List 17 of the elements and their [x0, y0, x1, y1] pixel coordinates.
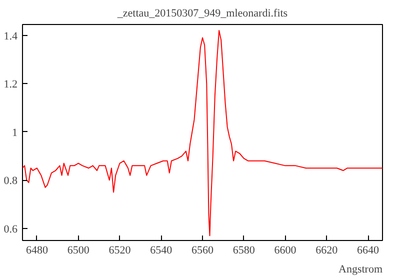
x-tick-label: 6480 [26, 244, 48, 256]
y-tick-label: 1.2 [4, 78, 18, 91]
x-tick-label: 6580 [232, 244, 256, 256]
chart-title: _zettau_20150307_949_mleonardi.fits [116, 8, 288, 20]
y-tick-label: 0.8 [4, 175, 18, 188]
line-series [22, 30, 382, 236]
x-tick-label: 6620 [316, 244, 338, 256]
y-tick-label: 1.4 [4, 30, 18, 42]
x-tick-label: 6640 [357, 244, 380, 256]
x-tick-label: 6520 [108, 244, 132, 256]
x-axis-title: Angstrom [338, 264, 383, 276]
x-tick-label: 6540 [150, 244, 173, 256]
x-tick-label: 6600 [274, 244, 297, 256]
y-tick-label: 1 [12, 126, 18, 139]
x-tick-label: 6500 [67, 244, 90, 256]
x-tick-label: 6560 [192, 244, 214, 256]
y-tick-label: 0.6 [4, 223, 18, 236]
